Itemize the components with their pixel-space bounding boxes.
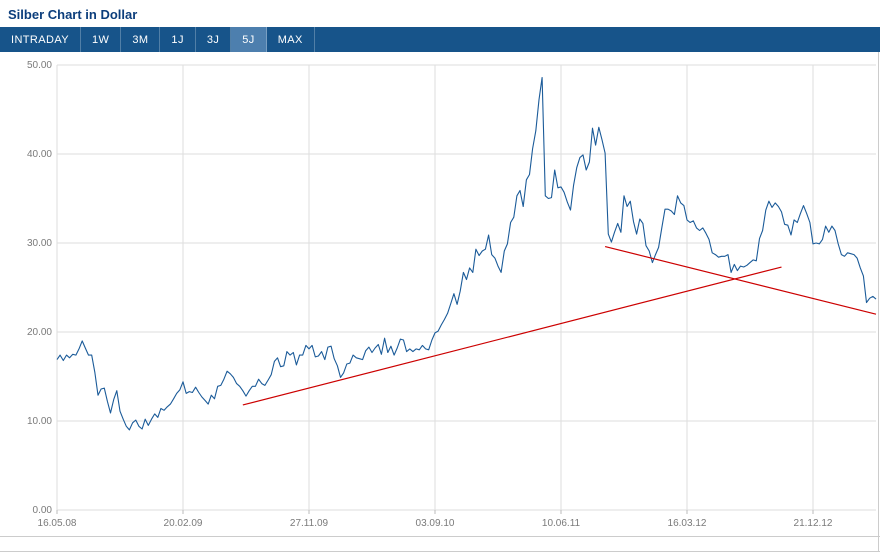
price-line xyxy=(56,76,877,431)
y-axis-label: 10.00 xyxy=(27,416,52,427)
grid-lines xyxy=(56,64,876,514)
x-axis-label: 27.11.09 xyxy=(290,518,329,529)
range-button-1w[interactable]: 1W xyxy=(81,27,122,52)
range-button-max[interactable]: MAX xyxy=(267,27,315,52)
chart-area: 0.00 10.00 20.00 30.00 40.00 50.00 16.05.08 20.… xyxy=(0,52,880,557)
x-axis-labels: 16.05.08 20.02.09 27.11.09 03.09.10 10.06.11… xyxy=(38,518,833,529)
range-button-3m[interactable]: 3M xyxy=(121,27,161,52)
x-axis-label: 03.09.10 xyxy=(416,518,455,529)
trend-line-descending-resistance xyxy=(604,245,877,315)
trend-line-ascending-support xyxy=(242,266,782,406)
x-axis-label: 16.03.12 xyxy=(668,518,707,529)
x-axis-label: 21.12.12 xyxy=(794,518,833,529)
title-bar: Silber Chart in Dollar xyxy=(0,0,880,27)
range-toolbar: INTRADAY 1W 3M 1J 3J 5J MAX xyxy=(0,27,880,52)
x-axis-label: 20.02.09 xyxy=(164,518,203,529)
y-axis-label: 20.00 xyxy=(27,327,52,338)
range-button-3j[interactable]: 3J xyxy=(196,27,232,52)
y-axis-label: 0.00 xyxy=(33,505,53,516)
range-button-1j[interactable]: 1J xyxy=(160,27,196,52)
price-chart: 0.00 10.00 20.00 30.00 40.00 50.00 16.05.08 20.… xyxy=(0,52,880,552)
range-button-intraday[interactable]: INTRADAY xyxy=(0,27,82,52)
range-button-5j[interactable]: 5J xyxy=(231,27,267,52)
y-axis-label: 40.00 xyxy=(27,149,52,160)
y-axis-label: 30.00 xyxy=(27,238,52,249)
page-title: Silber Chart in Dollar xyxy=(8,7,138,22)
x-axis-label: 10.06.11 xyxy=(542,518,581,529)
y-axis-label: 50.00 xyxy=(27,60,52,71)
y-axis-labels: 0.00 10.00 20.00 30.00 40.00 50.00 xyxy=(27,60,52,516)
x-axis-label: 16.05.08 xyxy=(38,518,77,529)
